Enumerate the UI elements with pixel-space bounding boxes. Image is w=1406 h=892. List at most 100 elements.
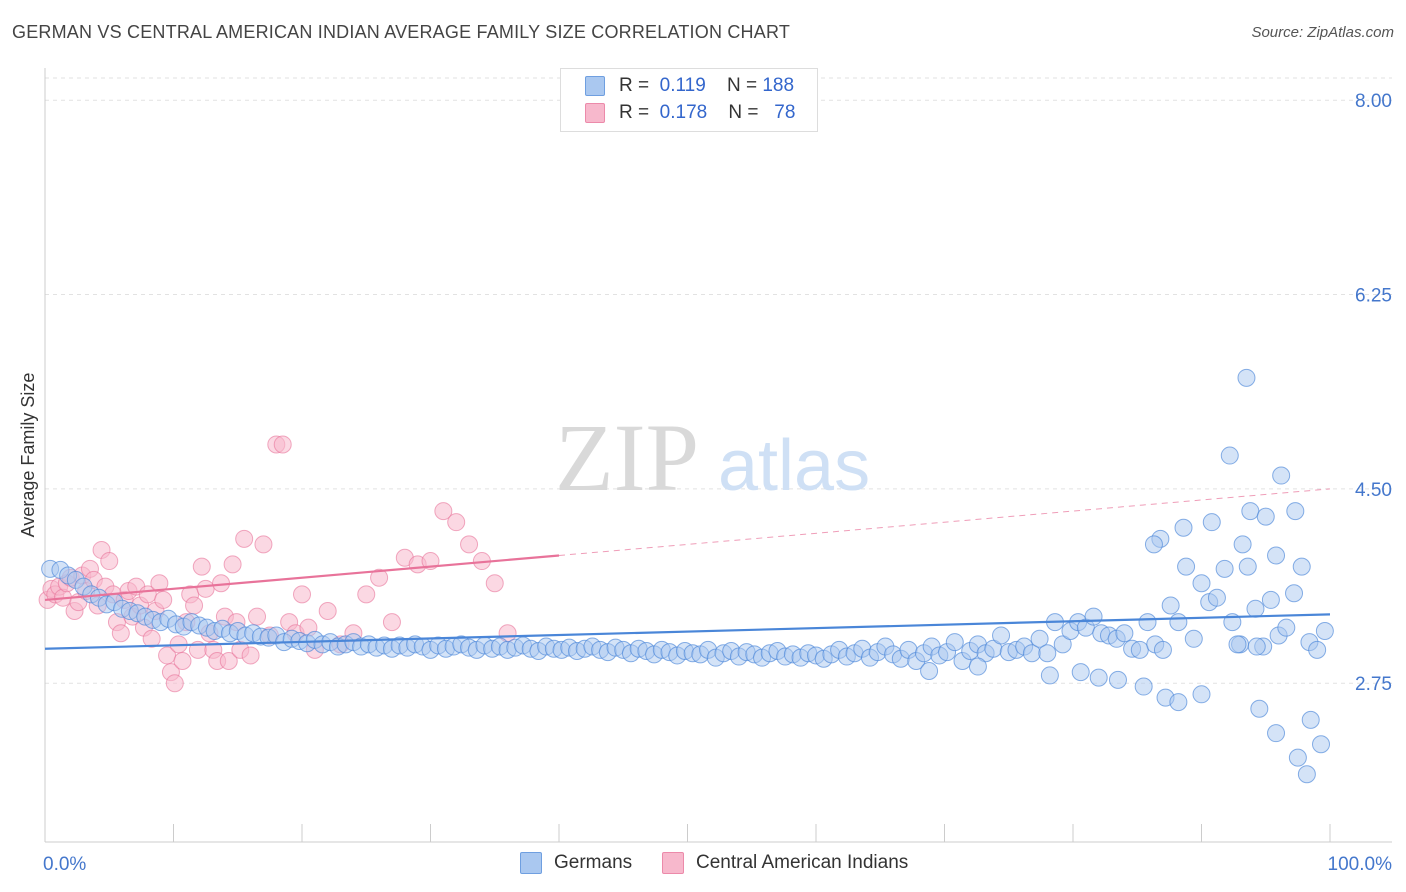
- data-point-german: [1285, 584, 1304, 603]
- data-point-cai: [254, 535, 273, 554]
- data-point-german: [1220, 446, 1239, 465]
- y-tick-label: 4.50: [1355, 480, 1392, 501]
- data-point-german: [1228, 635, 1247, 654]
- data-point-cai: [241, 646, 260, 665]
- trend-line-cai-extrapolated: [558, 488, 1331, 556]
- data-point-german: [992, 626, 1011, 645]
- bottom-legend-germans: Germans: [520, 852, 632, 874]
- data-point-german: [1108, 670, 1127, 689]
- chart-title: GERMAN VS CENTRAL AMERICAN INDIAN AVERAG…: [12, 22, 791, 42]
- legend-n-value-cai: 78: [774, 102, 796, 123]
- legend-n-label: N =: [726, 75, 758, 96]
- data-point-cai: [485, 574, 504, 593]
- gridlines: [45, 77, 1392, 684]
- data-point-german: [1089, 668, 1108, 687]
- data-point-cai: [173, 651, 192, 670]
- data-point-german: [1215, 559, 1234, 578]
- data-point-cai: [460, 535, 479, 554]
- watermark-zip: ZIP: [555, 404, 699, 511]
- data-point-german: [1261, 590, 1280, 609]
- data-point-german: [1184, 629, 1203, 648]
- data-point-cai: [185, 596, 204, 615]
- data-point-german: [1256, 507, 1275, 526]
- trend-line-germans: [44, 613, 1331, 650]
- data-point-cai: [150, 574, 169, 593]
- legend-r-value-cai: 0.178: [659, 102, 708, 123]
- data-point-cai: [196, 579, 215, 598]
- data-point-german: [968, 657, 987, 676]
- data-point-cai: [248, 607, 267, 626]
- axes: [44, 68, 1392, 843]
- trend-line-cai: [44, 554, 560, 602]
- y-tick-label: 2.75: [1355, 674, 1392, 695]
- data-point-german: [1207, 588, 1226, 607]
- y-tick-label: 6.25: [1355, 286, 1392, 307]
- data-point-german: [1246, 599, 1265, 618]
- tick-labels: 2.75 4.50 6.25 8.00 0.0% 100.0%: [43, 91, 1392, 875]
- data-point-german: [1292, 557, 1311, 576]
- data-point-german: [1030, 629, 1049, 648]
- legend-row-cai: R = 0.178 N = 78: [585, 102, 795, 128]
- legend-n-value-germans: 188: [762, 75, 795, 96]
- data-point-german: [1161, 596, 1180, 615]
- data-point-cai: [142, 629, 161, 648]
- data-point-cai: [223, 555, 242, 574]
- data-point-cai: [357, 585, 376, 604]
- data-point-german: [1308, 640, 1327, 659]
- series-germans: [41, 368, 1334, 784]
- data-point-german: [1153, 640, 1172, 659]
- data-point-cai: [293, 585, 311, 604]
- legend-swatch-cai: [585, 102, 605, 123]
- data-point-german: [1144, 535, 1163, 554]
- data-point-german: [1130, 640, 1149, 659]
- bottom-legend-swatch-germans: [520, 852, 542, 874]
- data-point-german: [1040, 666, 1059, 685]
- bottom-legend-swatch-cai: [662, 852, 684, 874]
- data-point-cai: [382, 613, 401, 632]
- data-point-cai: [219, 651, 238, 670]
- bottom-legend-cai: Central American Indians: [662, 852, 908, 874]
- source-label: Source: ZipAtlas.com: [1251, 24, 1394, 41]
- y-tick-label: 8.00: [1355, 91, 1392, 112]
- data-point-german: [1301, 710, 1320, 729]
- data-point-cai: [235, 529, 254, 548]
- data-point-german: [1247, 637, 1266, 656]
- data-point-german: [1169, 693, 1188, 712]
- data-point-german: [1237, 368, 1256, 387]
- data-point-german: [1315, 622, 1334, 641]
- data-point-german: [1169, 613, 1188, 632]
- data-point-german: [1053, 635, 1072, 654]
- data-point-german: [1238, 557, 1257, 576]
- bottom-legend-label-cai: Central American Indians: [696, 852, 909, 874]
- data-point-german: [1138, 613, 1157, 632]
- bottom-legend-label-germans: Germans: [554, 852, 633, 874]
- data-point-cai: [100, 552, 119, 571]
- data-point-german: [1134, 677, 1153, 696]
- legend-swatch-germans: [585, 75, 605, 96]
- trend-lines: [44, 488, 1331, 650]
- data-point-german: [1038, 644, 1057, 663]
- legend-r-value-germans: 0.119: [659, 75, 706, 96]
- x-tick-label-max: 100.0%: [1328, 854, 1393, 875]
- watermark-atlas: atlas: [718, 426, 870, 506]
- data-point-german: [1174, 518, 1193, 537]
- data-point-cai: [273, 435, 292, 454]
- legend-r-label: R =: [619, 102, 650, 123]
- data-point-german: [1233, 535, 1252, 554]
- data-point-german: [1267, 724, 1286, 743]
- data-point-cai: [165, 674, 184, 693]
- data-point-german: [945, 633, 964, 652]
- data-point-german: [1192, 574, 1211, 593]
- data-point-german: [1288, 748, 1307, 767]
- legend-r-label: R =: [619, 75, 650, 96]
- data-point-cai: [154, 590, 173, 609]
- data-point-cai: [111, 624, 130, 643]
- data-point-german: [1115, 624, 1134, 643]
- y-axis-label: Average Family Size: [18, 373, 38, 538]
- data-point-cai: [447, 513, 466, 532]
- data-point-german: [1250, 699, 1269, 718]
- data-point-german: [1177, 557, 1196, 576]
- data-point-german: [1202, 513, 1221, 532]
- data-point-german: [920, 661, 939, 680]
